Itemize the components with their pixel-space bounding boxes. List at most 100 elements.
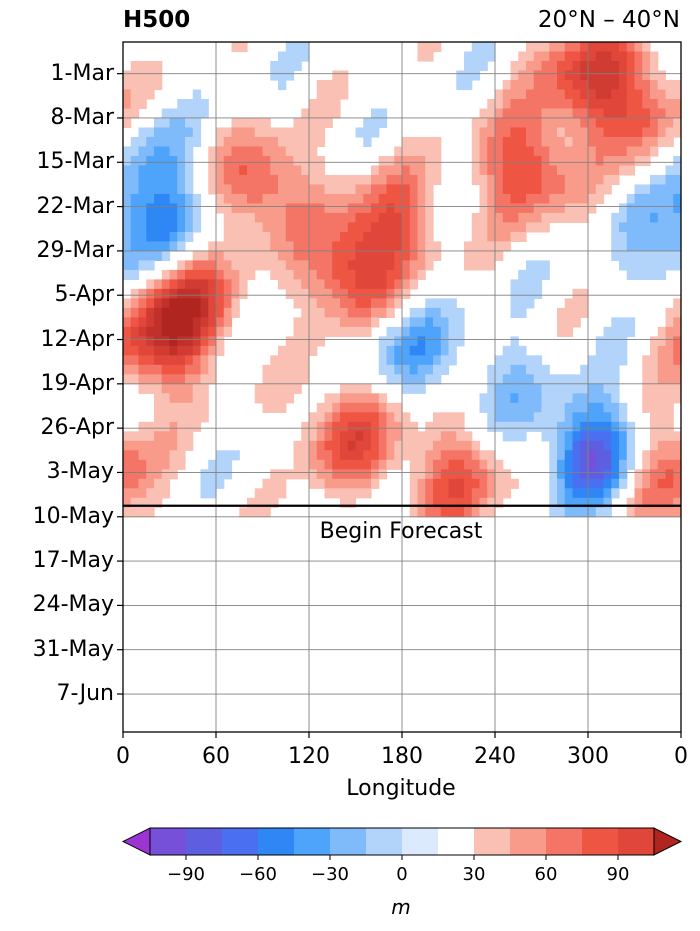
heatmap-cell	[518, 184, 527, 195]
heatmap-cell	[324, 288, 333, 299]
heatmap-cell	[309, 155, 318, 167]
heatmap-cell	[479, 488, 488, 499]
heatmap-cell	[580, 193, 589, 205]
heatmap-cell	[440, 298, 450, 309]
heatmap-cell	[440, 307, 450, 318]
heatmap-cell	[239, 231, 248, 243]
heatmap-cell	[285, 345, 295, 356]
heatmap-cell	[634, 60, 643, 72]
heatmap-cell	[185, 231, 194, 243]
heatmap-cell	[301, 336, 310, 347]
heatmap-cell	[588, 79, 597, 91]
heatmap-cell	[619, 117, 628, 129]
heatmap-cell	[502, 79, 512, 91]
heatmap-cell	[332, 421, 341, 432]
heatmap-cell	[533, 288, 543, 299]
heatmap-cell	[223, 203, 233, 214]
heatmap-cell	[324, 317, 333, 328]
heatmap-cell	[634, 203, 643, 214]
heatmap-cell	[138, 355, 147, 366]
heatmap-cell	[425, 440, 434, 451]
heatmap-cell	[169, 288, 178, 299]
heatmap-cell	[665, 136, 674, 148]
heatmap-cell	[223, 212, 233, 224]
heatmap-cell	[673, 488, 681, 499]
heatmap-cell	[425, 326, 434, 337]
heatmap-cell	[270, 60, 279, 72]
y-tick-label: 10-May	[32, 503, 114, 529]
heatmap-cell	[340, 402, 349, 413]
heatmap-cell	[650, 184, 659, 195]
heatmap-cell	[502, 203, 512, 214]
heatmap-cell	[123, 146, 132, 157]
heatmap-cell	[487, 241, 496, 252]
heatmap-cell	[557, 127, 566, 138]
heatmap-cell	[262, 364, 271, 375]
heatmap-cell	[595, 402, 605, 413]
heatmap-cell	[285, 288, 295, 299]
heatmap-cell	[208, 317, 217, 328]
heatmap-cell	[161, 241, 171, 252]
heatmap-cell	[665, 222, 674, 233]
heatmap-cell	[247, 146, 256, 157]
heatmap-cell	[634, 469, 643, 480]
heatmap-cell	[526, 146, 535, 157]
heatmap-cell	[278, 260, 287, 271]
heatmap-cell	[270, 260, 279, 271]
heatmap-cell	[572, 117, 581, 129]
heatmap-cell	[332, 279, 341, 290]
heatmap-cell	[673, 231, 681, 243]
heatmap-cell	[549, 440, 558, 451]
heatmap-cell	[309, 440, 318, 451]
heatmap-cell	[378, 212, 388, 224]
heatmap-cell	[316, 108, 326, 119]
heatmap-cell	[526, 184, 535, 195]
heatmap-cell	[402, 241, 411, 252]
heatmap-cell	[192, 98, 202, 110]
heatmap-cell	[223, 136, 233, 148]
colorbar-segment	[618, 828, 655, 855]
heatmap-cell	[634, 42, 643, 53]
heatmap-cell	[371, 203, 380, 214]
heatmap-cell	[580, 507, 589, 518]
heatmap-cell	[347, 212, 357, 224]
heatmap-cell	[572, 136, 581, 148]
heatmap-cell	[634, 136, 643, 148]
heatmap-cell	[138, 317, 147, 328]
heatmap-cell	[595, 89, 605, 100]
heatmap-cell	[487, 108, 496, 119]
heatmap-cell	[564, 42, 574, 53]
heatmap-cell	[293, 326, 302, 337]
heatmap-cell	[394, 174, 403, 186]
heatmap-cell	[208, 260, 217, 271]
heatmap-cell	[487, 174, 496, 186]
heatmap-cell	[619, 260, 628, 271]
heatmap-cell	[324, 412, 333, 423]
heatmap-cell	[502, 393, 512, 404]
heatmap-cell	[409, 250, 419, 261]
heatmap-cell	[262, 497, 271, 508]
heatmap-cell	[324, 469, 333, 480]
heatmap-cell	[425, 336, 434, 347]
heatmap-cell	[363, 269, 372, 280]
x-tick-label: 120	[288, 744, 330, 769]
heatmap-cell	[192, 269, 202, 280]
heatmap-cell	[130, 184, 140, 195]
heatmap-cell	[673, 241, 681, 252]
heatmap-cell	[293, 117, 302, 129]
heatmap-cell	[316, 155, 326, 167]
heatmap-cell	[619, 459, 628, 470]
heatmap-cell	[448, 421, 457, 432]
heatmap-cell	[510, 203, 519, 214]
heatmap-cell	[650, 260, 659, 271]
heatmap-cell	[657, 440, 667, 451]
heatmap-cell	[324, 307, 333, 318]
heatmap-cell	[665, 127, 674, 138]
heatmap-cell	[394, 374, 403, 385]
heatmap-cell	[595, 127, 605, 138]
heatmap-cell	[541, 89, 550, 100]
heatmap-cell	[533, 184, 543, 195]
heatmap-cell	[526, 193, 535, 205]
heatmap-cell	[479, 250, 488, 261]
heatmap-cell	[541, 193, 550, 205]
